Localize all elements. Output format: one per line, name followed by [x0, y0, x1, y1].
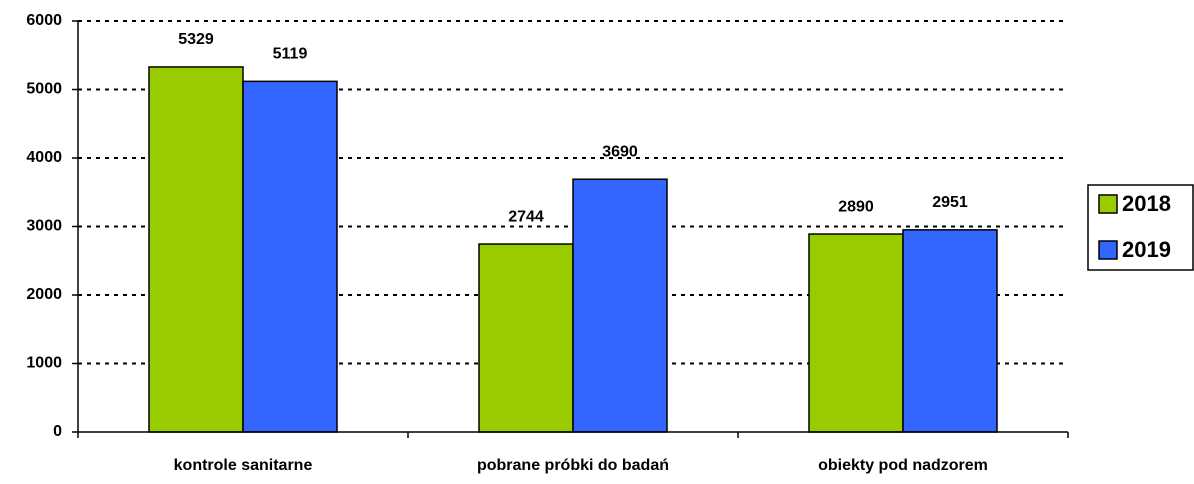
- bar: [148, 66, 244, 433]
- y-tick-label: 1000: [26, 355, 62, 372]
- legend-label: 2019: [1122, 237, 1171, 262]
- legend: 2018 2019: [1087, 184, 1194, 271]
- data-label: 2744: [508, 208, 544, 225]
- bar: [478, 243, 574, 433]
- bar: [572, 178, 668, 433]
- bar: [808, 233, 904, 433]
- legend-label: 2018: [1122, 191, 1171, 216]
- y-tick-label: 3000: [26, 218, 62, 235]
- bar: [902, 229, 998, 433]
- x-tick-label: obiekty pod nadzorem: [818, 457, 988, 474]
- legend-swatch: [1098, 240, 1118, 260]
- data-label: 3690: [602, 143, 638, 160]
- data-label: 5119: [273, 46, 308, 63]
- y-tick-label: 6000: [26, 12, 62, 29]
- y-tick-label: 5000: [26, 81, 62, 98]
- y-tick-label: 4000: [26, 149, 62, 166]
- y-tick-label: 0: [53, 423, 62, 440]
- data-label: 5329: [178, 31, 214, 48]
- data-label: 2890: [838, 198, 874, 215]
- y-tick-label: 2000: [26, 286, 62, 303]
- legend-swatch: [1098, 194, 1118, 214]
- data-label: 2951: [932, 194, 968, 211]
- x-tick-label: pobrane próbki do badań: [477, 457, 669, 474]
- x-tick-label: kontrole sanitarne: [174, 457, 313, 474]
- bar: [242, 80, 338, 433]
